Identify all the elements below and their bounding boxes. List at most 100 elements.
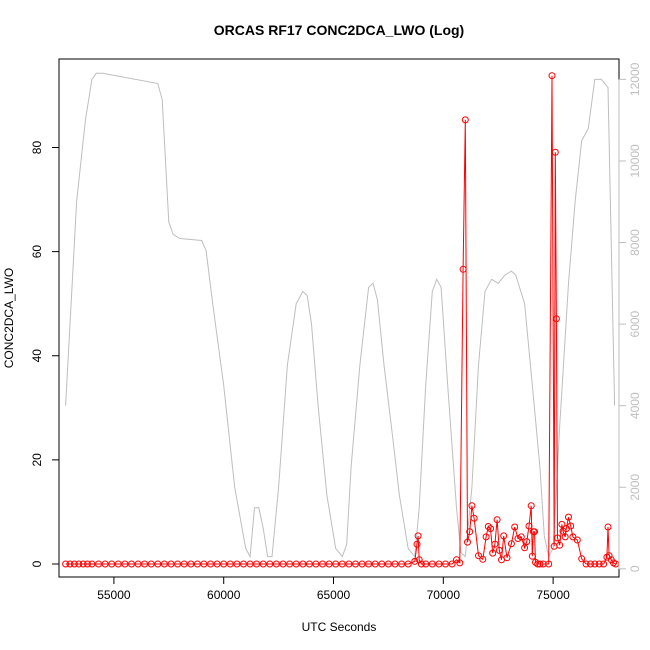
data-point — [365, 560, 373, 568]
data-point — [489, 549, 497, 557]
data-point — [226, 560, 234, 568]
data-point — [556, 541, 564, 549]
data-point — [338, 560, 346, 568]
data-point — [545, 560, 553, 568]
data-point — [417, 560, 425, 568]
data-point — [442, 560, 449, 568]
data-point — [479, 555, 487, 563]
data-point — [108, 560, 116, 568]
red-series-line — [65, 75, 616, 565]
data-point — [470, 514, 478, 522]
x-tick-label: 65000 — [317, 588, 351, 602]
data-point — [167, 560, 175, 568]
data-point — [345, 560, 353, 568]
data-point — [531, 528, 538, 536]
data-point — [578, 555, 586, 563]
y2-tick-label: 8000 — [628, 229, 642, 256]
chart-title: ORCAS RF17 CONC2DCA_LWO (Log) — [214, 22, 464, 38]
data-point — [415, 556, 423, 564]
y2-tick-label: 2000 — [628, 474, 642, 501]
x-tick-label: 75000 — [536, 588, 570, 602]
y-axis-right: 0 2000 4000 6000 8000 10000 12000 — [618, 62, 642, 572]
data-point — [468, 502, 476, 510]
y2-tick-label: 0 — [628, 565, 642, 572]
data-point — [521, 544, 529, 552]
data-point — [487, 525, 494, 533]
data-point — [456, 559, 464, 567]
y-tick-label: 80 — [30, 141, 44, 155]
y2-tick-label: 4000 — [628, 392, 642, 419]
data-point — [84, 560, 91, 568]
data-point — [493, 516, 501, 524]
data-point — [552, 315, 560, 323]
data-point — [495, 546, 503, 554]
data-point — [233, 560, 241, 568]
data-point — [240, 560, 247, 568]
data-point — [507, 540, 515, 548]
data-point — [272, 560, 280, 568]
y-tick-label: 20 — [30, 453, 44, 467]
data-point — [461, 116, 469, 124]
data-point — [565, 513, 572, 521]
data-point — [466, 528, 474, 536]
data-point — [514, 535, 522, 542]
data-point — [266, 560, 274, 568]
data-point — [384, 560, 392, 568]
data-point — [561, 533, 569, 541]
data-point — [371, 560, 379, 568]
data-point — [591, 560, 599, 568]
data-point — [511, 523, 519, 531]
data-point — [527, 502, 535, 510]
data-point — [332, 560, 340, 568]
data-point — [428, 560, 436, 568]
grey-series-line — [65, 72, 616, 559]
data-point — [582, 560, 590, 568]
x-axis: 55000 60000 65000 70000 75000 — [97, 576, 570, 602]
data-point — [528, 552, 536, 560]
data-point — [147, 560, 155, 568]
data-point — [174, 560, 182, 568]
data-point — [213, 560, 221, 568]
data-point — [207, 560, 214, 568]
data-point — [464, 538, 471, 546]
y2-tick-label: 12000 — [628, 62, 642, 96]
data-point — [101, 560, 109, 568]
data-point — [279, 560, 287, 568]
data-point — [352, 560, 359, 568]
x-tick-label: 70000 — [427, 588, 461, 602]
data-point — [66, 560, 74, 568]
data-point — [154, 560, 162, 568]
data-point — [75, 560, 83, 568]
data-point — [121, 560, 129, 568]
data-point — [422, 560, 430, 568]
x-tick-label: 55000 — [97, 588, 131, 602]
data-point — [325, 560, 333, 568]
data-point — [532, 558, 539, 566]
data-point — [475, 552, 482, 560]
data-point — [595, 560, 603, 568]
grey-series-layer — [65, 72, 616, 559]
data-point — [604, 523, 612, 531]
y2-tick-label: 10000 — [628, 144, 642, 178]
data-point — [411, 557, 419, 565]
y-tick-label: 0 — [30, 560, 44, 567]
data-point — [491, 540, 499, 548]
data-point — [404, 560, 412, 568]
data-point — [187, 560, 195, 568]
data-point — [180, 560, 188, 568]
data-point — [114, 560, 122, 568]
y-axis-left: 0 20 40 60 80 — [30, 141, 60, 567]
data-point — [378, 560, 386, 568]
data-point — [517, 533, 525, 541]
data-point — [292, 560, 300, 568]
data-point — [414, 532, 422, 540]
data-point — [551, 148, 559, 156]
data-point — [558, 520, 566, 528]
data-point — [605, 552, 613, 560]
y-tick-label: 40 — [30, 349, 44, 363]
data-point — [259, 560, 267, 568]
data-point — [500, 532, 508, 540]
data-point — [95, 560, 102, 568]
